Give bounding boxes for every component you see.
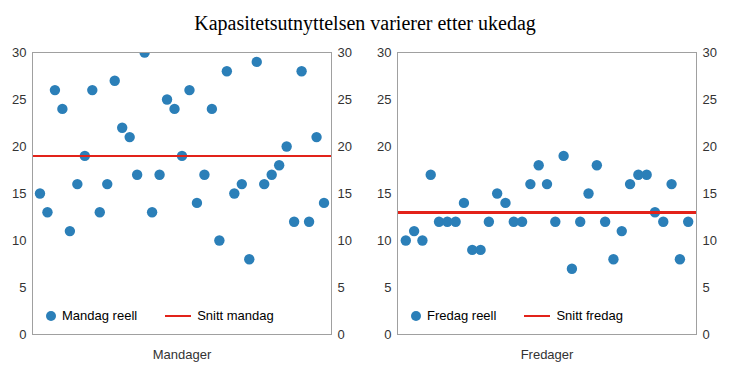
svg-text:25: 25 <box>12 92 26 107</box>
svg-text:15: 15 <box>338 186 352 201</box>
svg-text:15: 15 <box>703 186 717 201</box>
svg-text:25: 25 <box>703 92 717 107</box>
svg-text:30: 30 <box>338 45 352 60</box>
svg-text:10: 10 <box>12 233 26 248</box>
svg-text:30: 30 <box>12 45 26 60</box>
svg-text:15: 15 <box>12 186 26 201</box>
svg-text:20: 20 <box>377 139 391 154</box>
svg-text:5: 5 <box>338 280 345 295</box>
svg-text:30: 30 <box>703 45 717 60</box>
svg-text:0: 0 <box>703 327 710 342</box>
html-text:Snitt mandag: Snitt mandag <box>197 308 274 323</box>
svg-text:15: 15 <box>377 186 391 201</box>
html-text:Fredag reell: Fredag reell <box>427 308 497 323</box>
svg-text:Mandager: Mandager <box>153 347 212 362</box>
svg-text:20: 20 <box>12 139 26 154</box>
svg-text:25: 25 <box>377 92 391 107</box>
svg-text:10: 10 <box>703 233 717 248</box>
html-text:Mandag reell: Mandag reell <box>62 308 138 323</box>
svg-text:20: 20 <box>703 139 717 154</box>
svg-text:30: 30 <box>377 45 391 60</box>
svg-text:20: 20 <box>338 139 352 154</box>
svg-text:5: 5 <box>703 280 710 295</box>
svg-text:10: 10 <box>377 233 391 248</box>
svg-text:5: 5 <box>19 280 26 295</box>
svg-text:10: 10 <box>338 233 352 248</box>
html-text:Kapasitetsutnyttelsen varierer: Kapasitetsutnyttelsen varierer etter uke… <box>194 12 536 34</box>
svg-text:25: 25 <box>338 92 352 107</box>
svg-text:0: 0 <box>19 327 26 342</box>
svg-text:0: 0 <box>384 327 391 342</box>
svg-text:5: 5 <box>384 280 391 295</box>
html-text:Snitt fredag: Snitt fredag <box>556 308 623 323</box>
svg-text:0: 0 <box>338 327 345 342</box>
svg-text:Fredager: Fredager <box>521 347 574 362</box>
